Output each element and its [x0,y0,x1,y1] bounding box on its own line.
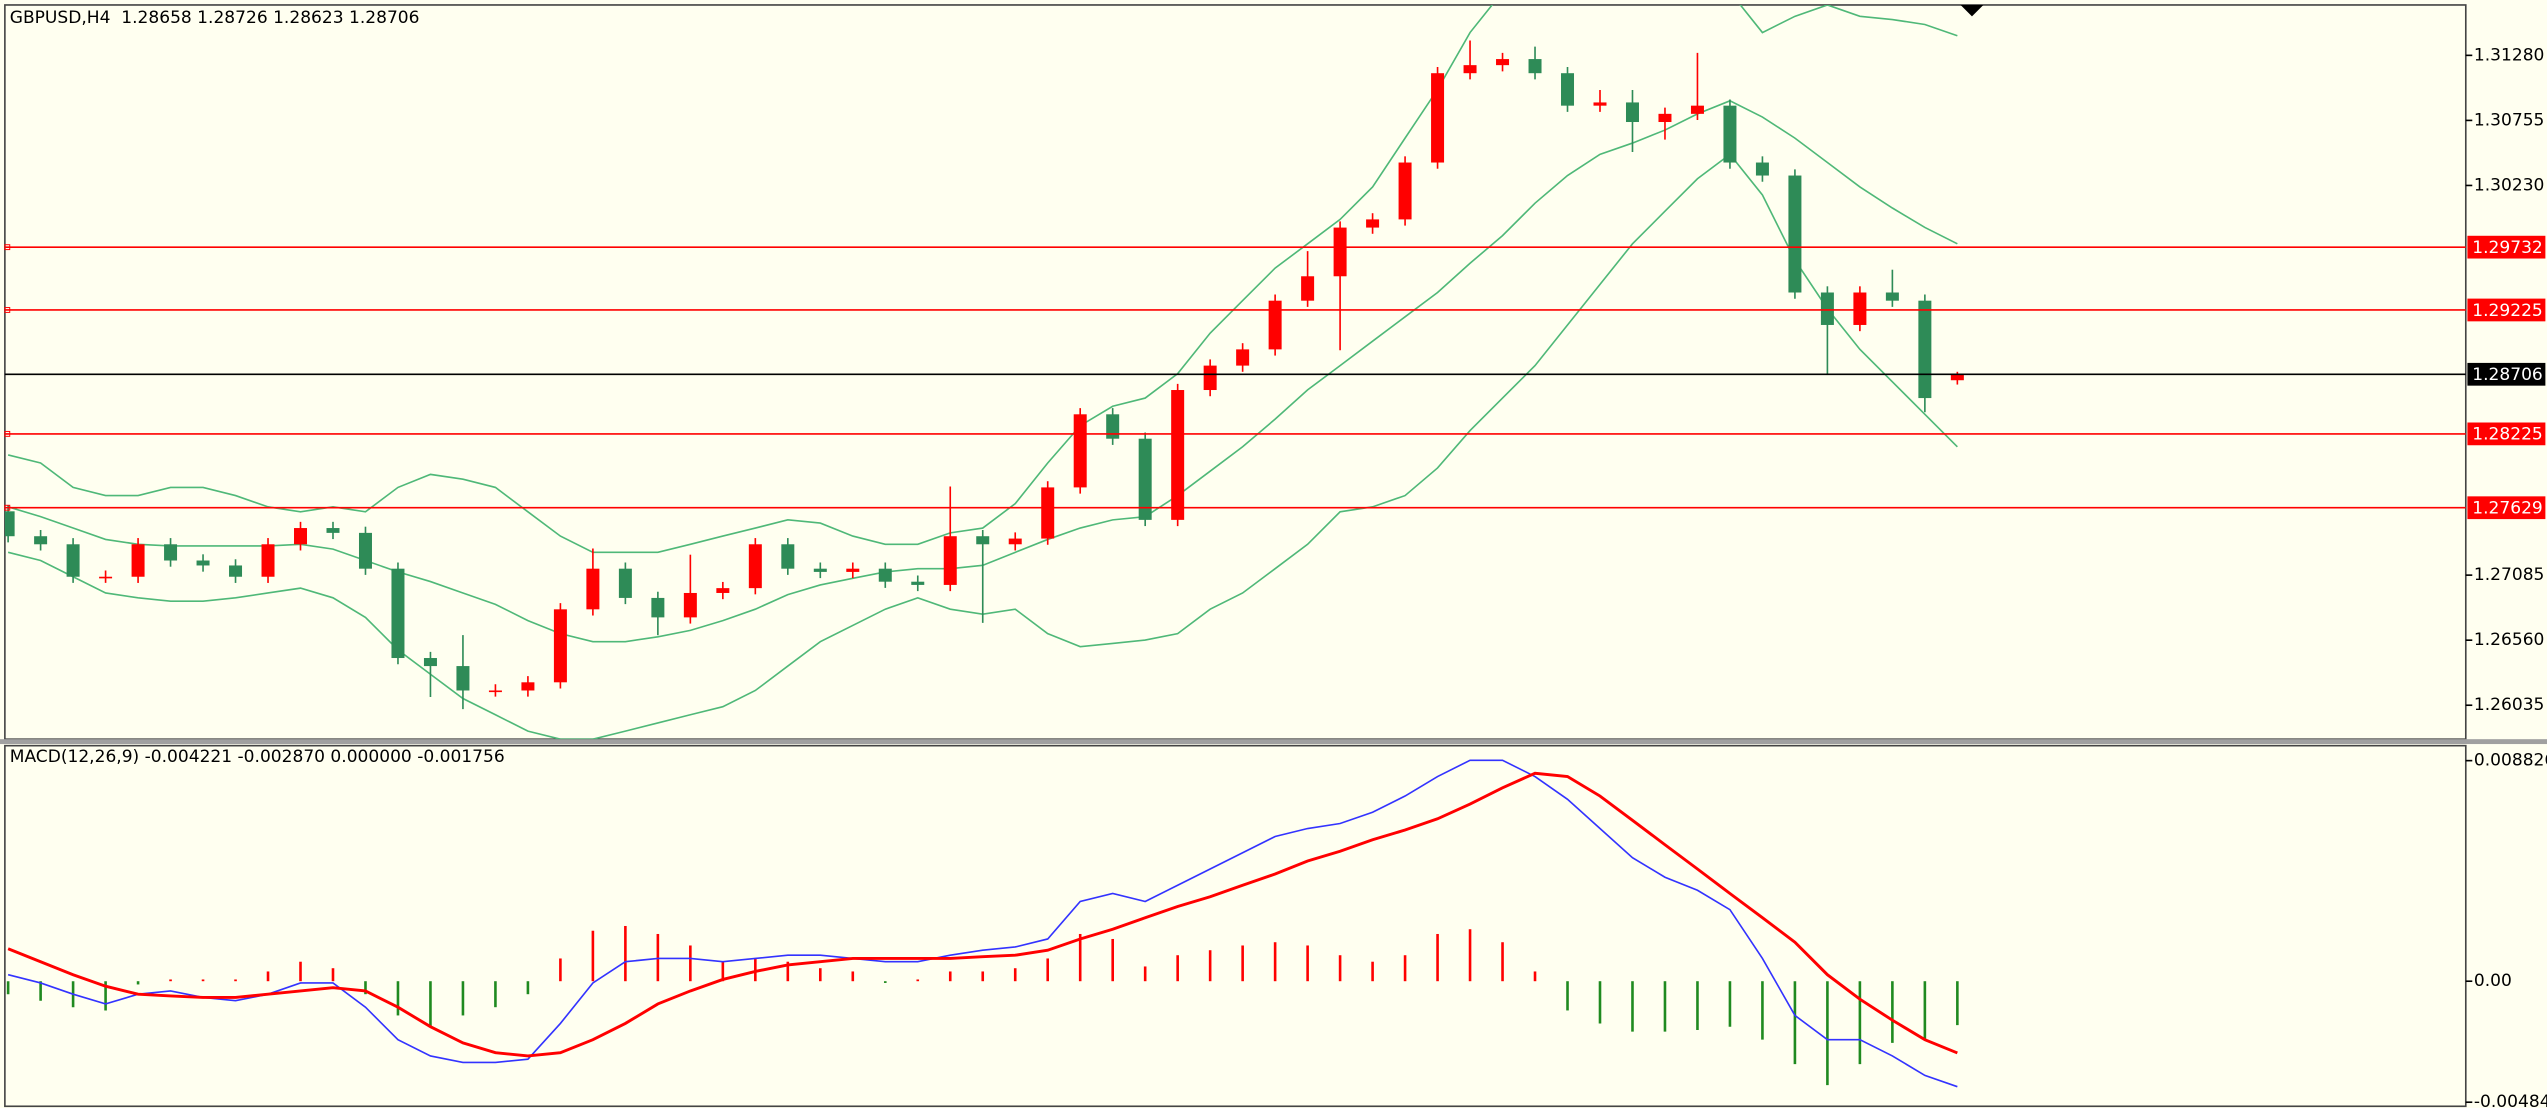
candle-body [4,511,15,537]
level-anchor [4,504,11,511]
candle-body [1268,300,1282,350]
price-plot [4,4,1964,740]
indicator-line [7,771,1958,1058]
candle-body [358,532,372,569]
candle-body [1106,414,1120,439]
level-label: 1.29732 [2472,238,2543,258]
candle-body [66,544,80,577]
y-tick-label: 1.27085 [2474,565,2544,585]
candle-body [1820,292,1834,325]
candle-body [1333,227,1347,277]
chart-title: GBPUSD,H4 1.28658 1.28726 1.28623 1.2870… [10,8,420,28]
indicator-title: MACD(12,26,9) -0.004221 -0.002870 0.0000… [10,747,505,767]
current-price-label: 1.28706 [2472,365,2543,385]
candle-body [1755,162,1769,176]
candle-body [618,568,632,598]
candle-body [1398,162,1412,220]
level-anchor [4,307,11,313]
candle-body [1658,113,1672,123]
indicator-line [7,759,1958,1088]
candle-body [521,682,535,691]
candle-body [1041,487,1055,539]
candle-body [229,565,243,577]
candle-body [1236,349,1250,366]
candle-body [976,536,990,545]
candle-body [813,568,827,572]
level-label-box [2467,422,2546,446]
candle-body [1496,59,1510,66]
candle-body [1690,105,1704,114]
y-tick-label: 1.31280 [2474,45,2544,65]
macd-pane-frame [4,744,2467,1108]
candle-body [423,658,437,667]
level-anchor [4,430,11,437]
candle-body [294,528,308,545]
candle-body [1885,292,1899,301]
y-tick-label: 0.008826 [2474,751,2547,771]
candle-body [1463,65,1477,74]
candle-body [1593,102,1607,106]
candle-body [1008,538,1022,545]
candle-body [1950,374,1964,381]
candle-body [683,592,697,618]
candle-body [1138,438,1152,520]
candle-body [878,568,892,582]
y-tick-label: 1.30230 [2474,175,2544,195]
candle-body [1561,73,1575,106]
y-tick-label: 1.26560 [2474,630,2544,650]
candle-body [456,666,470,691]
current-price-box [2467,362,2546,386]
level-label: 1.28225 [2472,425,2543,445]
candle-body [34,536,48,545]
candle-body [1853,292,1867,325]
level-label: 1.29225 [2472,301,2543,321]
candle-body [943,536,957,585]
candle-body [716,588,730,593]
candle-body [1528,59,1542,74]
candle-body [1203,365,1217,391]
level-label-box [2467,235,2546,259]
candle-body [1171,390,1185,520]
candle-body [1073,414,1087,488]
candle-body [553,609,567,683]
candle-body [326,528,340,533]
candle-body [781,544,795,569]
candle-body [1723,105,1737,163]
shift-marker [1960,4,1984,17]
y-tick-label: 0.00 [2474,971,2512,991]
y-tick-label: 1.30755 [2474,110,2544,130]
candle-body [1301,276,1315,301]
level-label-box [2467,496,2546,520]
candle-body [1788,175,1802,293]
candle-body [1366,219,1380,228]
candle-body [1625,102,1639,123]
candle-body [748,544,762,589]
y-tick-label: 1.26035 [2474,695,2544,715]
candle-body [391,568,405,659]
candle-body [846,568,860,572]
macd-plot [6,759,1959,1088]
candle-body [911,581,925,585]
candle-body [488,690,502,693]
candle-body [261,544,275,577]
candle-body [1431,73,1445,163]
candle-body [99,576,113,579]
candle-body [164,544,178,561]
y-tick-label: -0.004842 [2474,1092,2547,1108]
level-label-box [2467,298,2546,322]
level-label: 1.27629 [2472,499,2543,519]
candle-body [1918,300,1932,399]
candle-body [651,597,665,618]
candle-body [586,568,600,610]
indicator-line [7,4,1958,554]
candle-body [196,560,210,566]
pane-separator [0,739,2547,745]
candle-body [131,544,145,577]
level-anchor [4,244,11,251]
